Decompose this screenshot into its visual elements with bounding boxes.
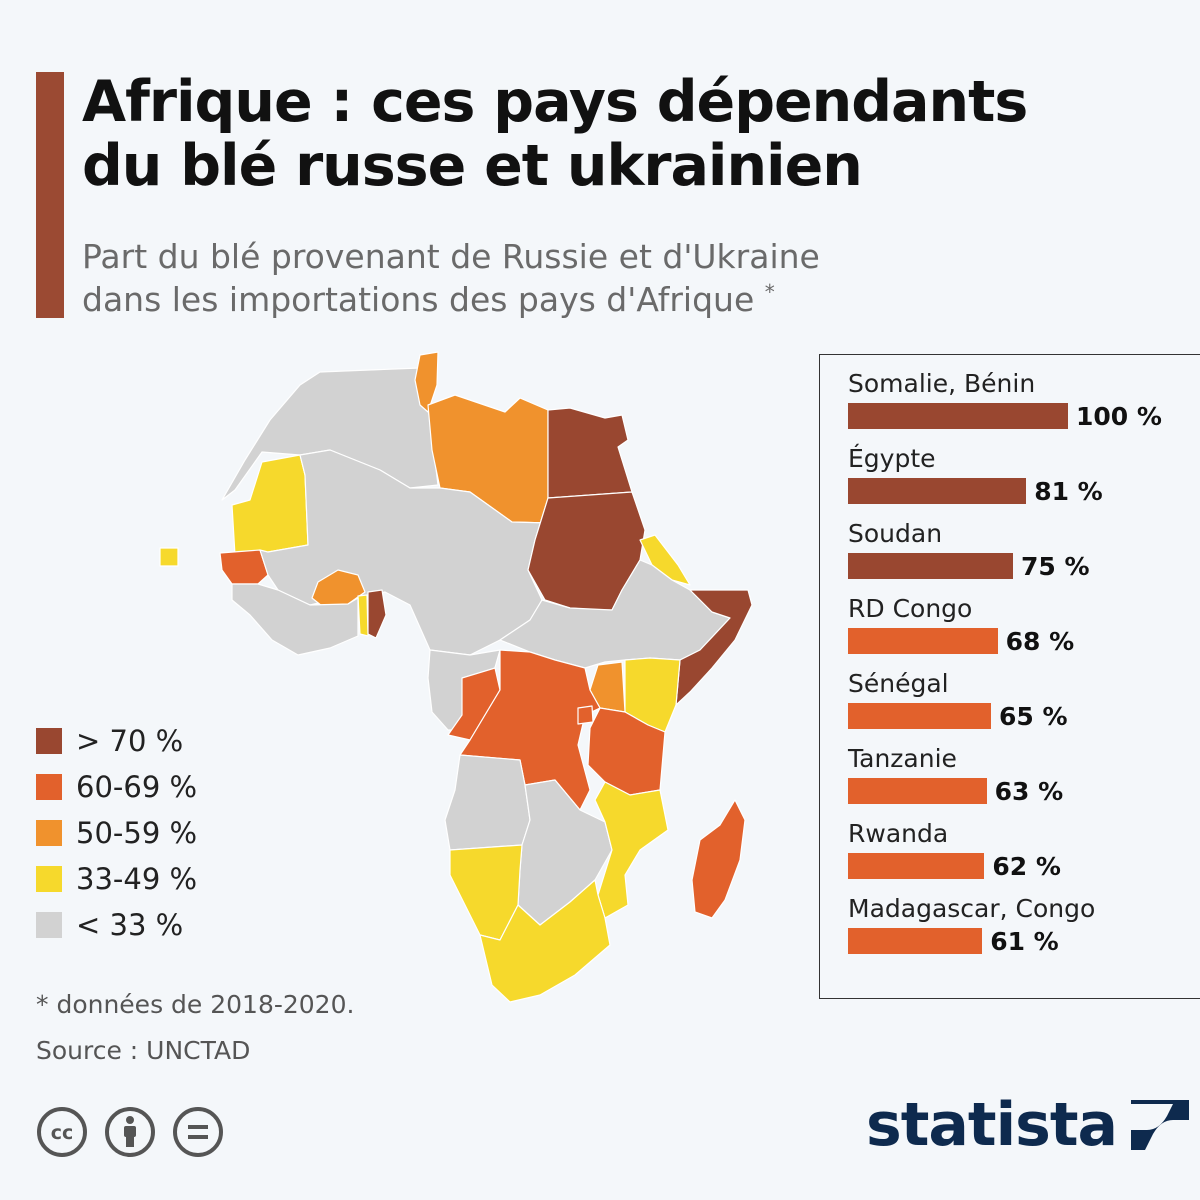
ranking-bar [848,553,1013,579]
title-line-1: Afrique : ces pays dépendants [82,69,1028,135]
statista-logo[interactable]: statista [866,1090,1190,1160]
ranking-country: RD Congo [848,594,973,623]
ranking-country: Soudan [848,519,943,548]
legend-label: 60-69 % [76,770,198,804]
legend-swatch [36,912,62,938]
ranking-bar [848,778,987,804]
ranking-country: Somalie, Bénin [848,369,1036,398]
ranking-country: Rwanda [848,819,949,848]
source-note: Source : UNCTAD [36,1036,251,1065]
ranking-item: Rwanda 62 % [848,819,1200,881]
ranking-country: Sénégal [848,669,949,698]
title-accent-bar [36,72,64,318]
map-region-angola [444,754,531,851]
svg-text:cc: cc [51,1122,74,1144]
subtitle-asterisk: * [764,279,775,304]
legend-item: > 70 % [36,718,197,764]
ranking-bar [848,703,991,729]
ranking-country: Égypte [848,444,936,473]
page-title: Afrique : ces pays dépendants du blé rus… [82,70,1182,199]
ranking-value: 61 % [990,926,1059,956]
ranking-country: Madagascar, Congo [848,894,1096,923]
creative-commons-icon[interactable]: cc [36,1106,88,1158]
attribution-icon[interactable] [104,1106,156,1158]
ranking-item: Égypte 81 % [848,444,1200,506]
subtitle: Part du blé provenant de Russie et d'Ukr… [82,236,982,322]
footnote: * données de 2018-2020. [36,990,355,1019]
ranking-item: Soudan 75 % [848,519,1200,581]
ranking-bar [848,403,1068,429]
legend-item: 33-49 % [36,856,197,902]
map-region-dr-congo [459,649,601,811]
ranking-value: 100 % [1076,401,1162,431]
map-region-cape-verde [159,547,179,567]
map-region-egypt [547,407,633,499]
ranking-item: Madagascar, Congo 61 % [848,894,1200,956]
legend-swatch [36,866,62,892]
ranking-item: RD Congo 68 % [848,594,1200,656]
map-region-madagascar [691,799,746,919]
ranking-bar [848,478,1027,504]
map-region-burkina-faso [311,569,366,607]
legend-label: < 33 % [76,908,184,942]
africa-map [159,351,753,1003]
map-region-rwanda [577,705,594,725]
ranking-value: 68 % [1005,626,1075,656]
map-region-coastal-west-africa [231,583,359,656]
ranking-country: Tanzanie [848,744,957,773]
legend-label: > 70 % [76,724,184,758]
ranking-item: Somalie, Bénin 100 % [848,369,1200,431]
map-region-south-africa [479,879,611,1003]
license-icons: cc [36,1106,224,1158]
ranking-value: 65 % [999,701,1068,731]
ranking-bar [848,628,998,654]
map-region-somalia [675,589,753,706]
ranking-item: Tanzanie 63 % [848,744,1200,806]
ranking-bar [848,853,985,879]
ranking-panel: Somalie, Bénin 100 % Égypte 81 % Soudan … [819,354,1200,999]
ranking-value: 75 % [1021,551,1090,581]
map-region-tunisia [414,351,439,413]
ranking-bar [848,928,983,954]
map-region-sahel [259,449,549,656]
subtitle-line-1: Part du blé provenant de Russie et d'Ukr… [82,237,820,276]
legend-label: 50-59 % [76,816,198,850]
legend-swatch [36,820,62,846]
legend-label: 33-49 % [76,862,198,896]
ranking-item: Sénégal 65 % [848,669,1200,731]
legend-swatch [36,774,62,800]
map-region-malawi-mozambique [594,781,669,919]
title-line-2: du blé russe et ukrainien [82,133,863,200]
ranking-value: 62 % [992,851,1061,881]
statista-mark-icon [1131,1100,1190,1150]
map-region-benin [367,589,387,639]
legend-item: 60-69 % [36,764,197,810]
legend-item: < 33 % [36,902,197,948]
legend-item: 50-59 % [36,810,197,856]
no-derivatives-icon[interactable] [172,1106,224,1158]
ranking-value: 63 % [994,776,1064,806]
map-region-togo [357,594,369,637]
map-legend: > 70 % 60-69 % 50-59 % 33-49 % < 33 % [36,718,197,948]
subtitle-line-2: dans les importations des pays d'Afrique… [82,279,775,319]
brand-name: statista [866,1090,1118,1160]
legend-swatch [36,728,62,754]
ranking-value: 81 % [1034,476,1103,506]
map-region-senegal [219,549,269,585]
